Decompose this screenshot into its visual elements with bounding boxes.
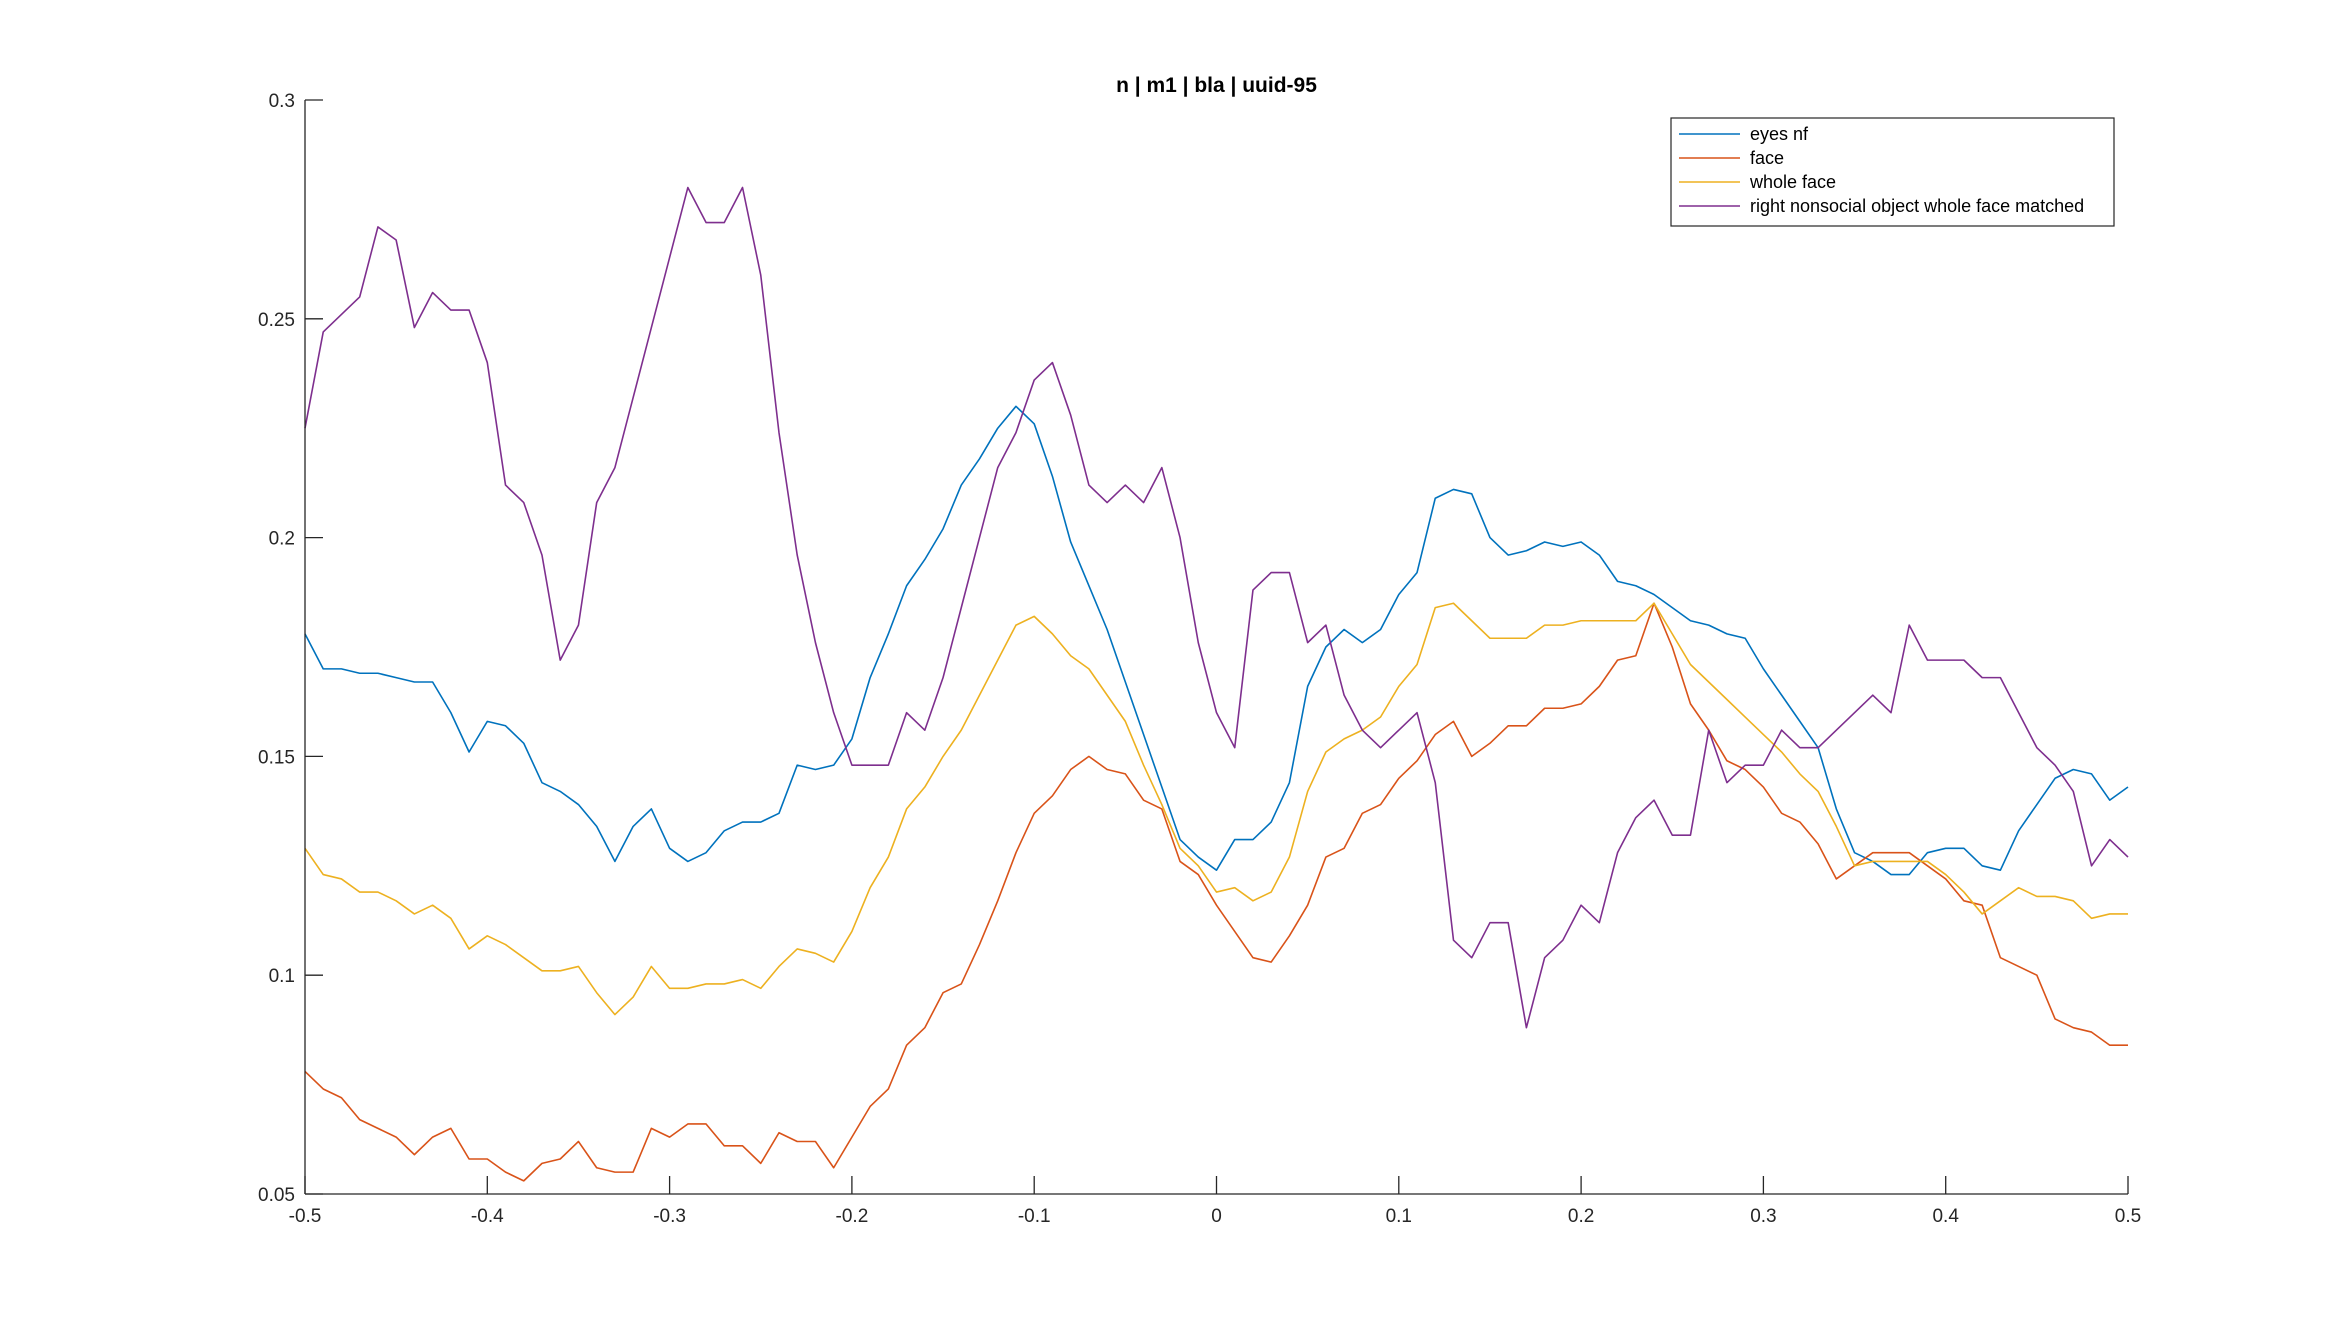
x-tick-label: -0.3 (653, 1206, 686, 1227)
legend[interactable]: eyes nf face whole face right nonsocial obj… (1670, 117, 2115, 227)
series-line-1 (304, 405, 2129, 876)
y-tick-label: 0.05 (258, 1185, 295, 1206)
x-tick-label: 0.3 (1750, 1206, 1776, 1227)
chart-title: n | m1 | bla | uuid-95 (1116, 74, 1317, 97)
x-tick-label: -0.5 (289, 1206, 322, 1227)
y-tick-label: 0.25 (258, 310, 295, 331)
series-layer (304, 186, 2129, 1182)
legend-label-4: right nonsocial object whole face matche… (1750, 196, 2084, 216)
y-tick-label: 0.2 (269, 529, 295, 550)
x-tick-label: 0.4 (1932, 1206, 1959, 1227)
x-tick-label: 0.5 (2115, 1206, 2141, 1227)
legend-label-3: whole face (1749, 172, 1836, 192)
x-tick-label: -0.1 (1018, 1206, 1051, 1227)
x-tick-label: 0.1 (1386, 1206, 1412, 1227)
legend-label-1: eyes nf (1750, 124, 1809, 144)
y-tick-label: 0.1 (269, 966, 295, 987)
x-tick-label: 0.2 (1568, 1206, 1594, 1227)
y-tick-label: 0.3 (269, 91, 295, 112)
legend-label-2: face (1750, 148, 1784, 168)
x-tick-label: -0.2 (836, 1206, 869, 1227)
legend-box (1670, 117, 2115, 227)
series-line-2 (304, 602, 2128, 1182)
x-tick-label: 0 (1211, 1206, 1222, 1227)
series-line-3 (304, 602, 2128, 1016)
y-tick-label: 0.15 (258, 747, 295, 768)
axes-layer: -0.5 -0.4 -0.3 -0.2 -0.1 0 0.1 0.2 0.3 0.4 0.5 0.05… (258, 91, 2141, 1227)
x-tick-label: -0.4 (471, 1206, 504, 1227)
series-line-4 (304, 186, 2129, 1029)
